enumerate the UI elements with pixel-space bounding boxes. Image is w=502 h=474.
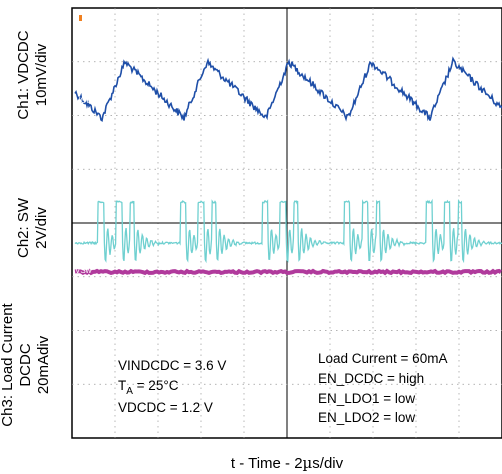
annotation-ta-sub: A xyxy=(126,386,133,397)
ch2-label-line1: Ch2: SW xyxy=(15,197,32,258)
annotation-en-ldo2: EN_LDO2 = low xyxy=(318,410,415,425)
annotation-ta: TA = 25°C xyxy=(118,378,179,397)
ch3-label-line1: Ch3: Load Current xyxy=(0,302,16,426)
ch1-axis-label: Ch1: VDCDC 10mV/div xyxy=(15,30,50,119)
trigger-marker xyxy=(79,15,82,21)
ch2-label-line2: 2V/div xyxy=(33,207,50,249)
ch1-marker-label: VOut xyxy=(75,96,94,105)
ch3-marker-label: Iout xyxy=(75,393,89,402)
annotation-vin: VINDCDC = 3.6 V xyxy=(118,358,226,373)
annotation-en-dcdc: EN_DCDC = high xyxy=(318,371,424,386)
annotation-en-ldo1: EN_LDO1 = low xyxy=(318,391,415,406)
ch1-trace xyxy=(74,56,502,122)
annotation-vout: VDCDC = 1.2 V xyxy=(118,400,213,415)
ch3-label-line3: 20mAdiv xyxy=(35,335,52,394)
grid xyxy=(72,8,502,438)
ch3-trace xyxy=(74,268,502,276)
x-axis-label-before: t - Time - 2 xyxy=(231,455,303,472)
ch3-axis-label: Ch3: Load Current DCDC 20mAdiv xyxy=(0,302,52,426)
ch2-trace xyxy=(74,198,502,264)
ch2-axis-label: Ch2: SW 2V/div xyxy=(15,197,50,258)
ch1-label-line2: 10mV/div xyxy=(33,43,50,106)
annotation-ta-main: T xyxy=(118,378,126,393)
x-axis-label: t - Time - 2µs/div xyxy=(231,454,344,472)
ch2-marker-label: VSw xyxy=(75,266,92,275)
annotation-load: Load Current = 60mA xyxy=(318,351,447,366)
x-axis-label-mu: µ xyxy=(303,454,313,472)
annotation-ta-rest: = 25°C xyxy=(133,378,179,393)
x-axis-label-after: s/div xyxy=(312,455,343,472)
ch3-label-line2: DCDC xyxy=(17,343,34,386)
ch1-label-line1: Ch1: VDCDC xyxy=(15,30,32,119)
